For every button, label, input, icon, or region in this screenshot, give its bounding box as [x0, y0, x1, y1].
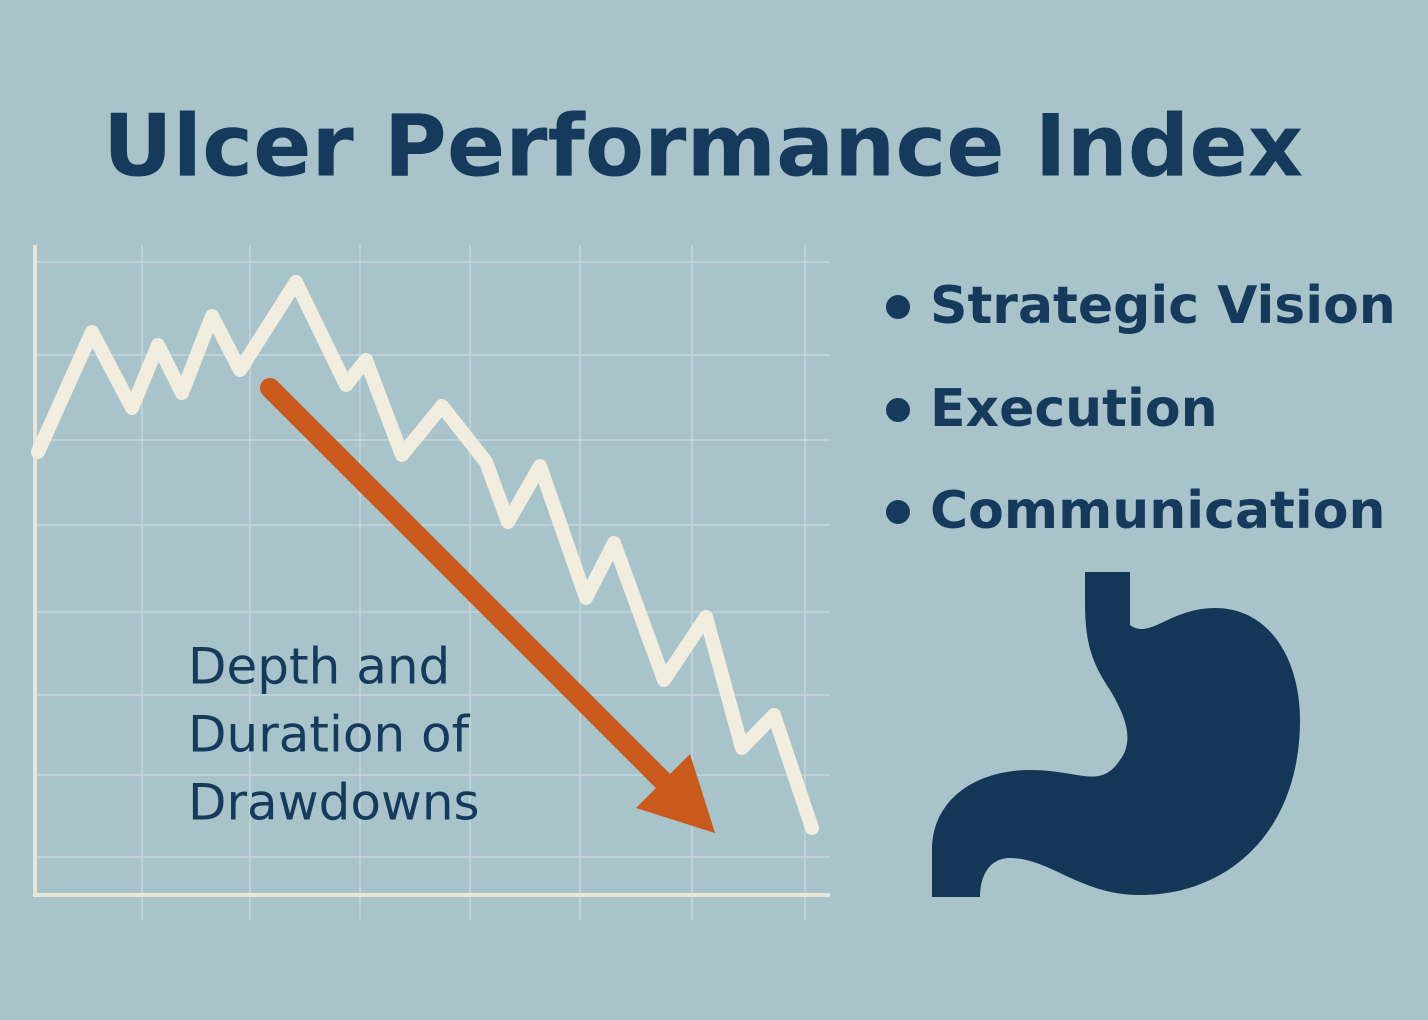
- chart-axes: [33, 245, 830, 897]
- stomach-icon: [932, 572, 1300, 897]
- annotation-line: Drawdowns: [188, 774, 480, 832]
- bullet-text: Execution: [930, 379, 1218, 439]
- bullet-dot: [886, 500, 910, 524]
- title: Ulcer Performance Index: [103, 96, 1303, 196]
- bullet-dot: [886, 295, 910, 319]
- decline-line: [31, 275, 819, 835]
- annotation-line: Depth and: [188, 638, 450, 696]
- bullet-text: Communication: [930, 481, 1385, 541]
- bullet-dot: [886, 398, 910, 422]
- arrow-shaft: [260, 378, 682, 800]
- annotation-line: Duration of: [188, 706, 471, 764]
- bullet-text: Strategic Vision: [930, 276, 1396, 336]
- arrow-head: [636, 754, 715, 833]
